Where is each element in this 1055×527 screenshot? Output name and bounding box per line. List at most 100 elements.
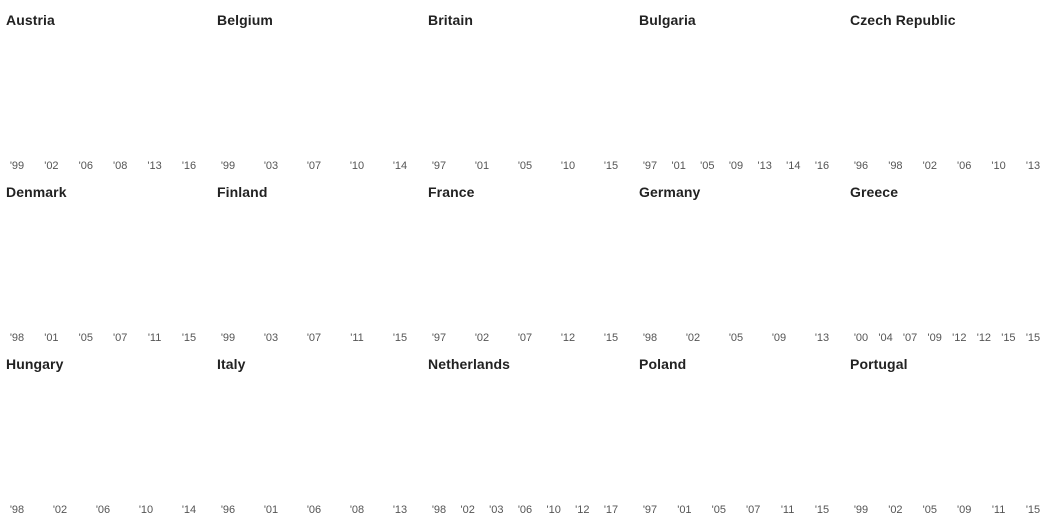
x-tick-label: '11 — [781, 504, 795, 516]
chart-title: Greece — [850, 184, 899, 200]
x-tick-label: '15 — [1001, 332, 1015, 344]
chart-plot: '00 '04 '07 '09 '12 '12 '15 '15 — [854, 332, 1040, 344]
x-tick-label: '11 — [350, 332, 364, 344]
chart-title: Netherlands — [428, 356, 511, 372]
x-tick-label: '17 — [604, 504, 618, 516]
x-tick-label: '15 — [604, 332, 618, 344]
x-tick-label: '14 — [786, 160, 800, 172]
x-tick-label: '02 — [686, 332, 700, 344]
x-tick-label: '05 — [923, 504, 937, 516]
x-tick-label: '15 — [604, 160, 618, 172]
chart-title: Finland — [217, 184, 268, 200]
x-tick-label: '99 — [854, 504, 868, 516]
chart-panel: '97 '01 '05 '09 '13 '14 '16 Bulgaria — [633, 0, 844, 172]
x-tick-label: '11 — [992, 504, 1006, 516]
x-tick-label: '11 — [148, 332, 162, 344]
x-tick-label: '04 — [878, 332, 892, 344]
x-tick-label: '15 — [393, 332, 407, 344]
chart-plot: '99 '02 '05 '09 '11 '15 — [854, 504, 1040, 516]
chart-plot: '98 '01 '05 '07 '11 '15 — [10, 332, 196, 344]
x-tick-label: '05 — [729, 332, 743, 344]
x-tick-label: '97 — [643, 504, 657, 516]
x-tick-label: '06 — [518, 504, 532, 516]
x-tick-label: '98 — [888, 160, 902, 172]
x-tick-label: '10 — [350, 160, 364, 172]
x-tick-label: '12 — [561, 332, 575, 344]
x-tick-label: '98 — [432, 504, 446, 516]
chart-title: Italy — [217, 356, 246, 372]
chart-panel: '98 '02 '03 '06 '10 '12 '17 Netherlands — [422, 344, 633, 516]
x-tick-label: '10 — [561, 160, 575, 172]
chart-plot: '97 '01 '05 '10 '15 — [432, 160, 618, 172]
x-tick-label: '00 — [854, 332, 868, 344]
chart-title: Bulgaria — [639, 12, 696, 28]
x-tick-label: '12 — [575, 504, 589, 516]
x-tick-label: '96 — [854, 160, 868, 172]
x-tick-label: '08 — [113, 160, 127, 172]
chart-panel: '96 '01 '06 '08 '13 Italy — [211, 344, 422, 516]
chart-plot: '96 '01 '06 '08 '13 — [221, 504, 407, 516]
x-tick-label: '10 — [547, 504, 561, 516]
x-tick-label: '14 — [182, 504, 196, 516]
chart-plot: '97 '02 '07 '12 '15 — [432, 332, 618, 344]
x-tick-label: '09 — [928, 332, 942, 344]
x-tick-label: '13 — [815, 332, 829, 344]
chart-panel: '97 '02 '07 '12 '15 France — [422, 172, 633, 344]
x-tick-label: '09 — [729, 160, 743, 172]
chart-panel: '98 '02 '05 '09 '13 Germany — [633, 172, 844, 344]
x-tick-label: '98 — [10, 504, 24, 516]
chart-title: Portugal — [850, 356, 908, 372]
x-tick-label: '16 — [182, 160, 196, 172]
chart-title: Hungary — [6, 356, 64, 372]
x-tick-label: '14 — [393, 160, 407, 172]
x-tick-label: '03 — [489, 504, 503, 516]
x-tick-label: '99 — [221, 332, 235, 344]
chart-panel: '97 '01 '05 '07 '11 '15 Poland — [633, 344, 844, 516]
x-tick-label: '13 — [393, 504, 407, 516]
chart-panel: '99 '03 '07 '10 '14 Belgium — [211, 0, 422, 172]
x-tick-label: '02 — [461, 504, 475, 516]
x-tick-label: '05 — [712, 504, 726, 516]
chart-plot: '99 '02 '06 '08 '13 '16 — [10, 160, 196, 172]
chart-title: Germany — [639, 184, 701, 200]
x-tick-label: '98 — [10, 332, 24, 344]
x-tick-label: '05 — [518, 160, 532, 172]
chart-panel: '99 '02 '05 '09 '11 '15 Portugal — [844, 344, 1055, 516]
x-tick-label: '01 — [672, 160, 686, 172]
x-tick-label: '05 — [700, 160, 714, 172]
x-tick-label: '97 — [432, 160, 446, 172]
chart-plot: '97 '01 '05 '07 '11 '15 — [643, 504, 829, 516]
x-tick-label: '06 — [307, 504, 321, 516]
x-tick-label: '09 — [772, 332, 786, 344]
chart-plot: '97 '01 '05 '09 '13 '14 '16 — [643, 160, 829, 172]
x-tick-label: '02 — [888, 504, 902, 516]
x-tick-label: '09 — [957, 504, 971, 516]
chart-panel: '98 '01 '05 '07 '11 '15 Denmark — [0, 172, 211, 344]
x-tick-label: '15 — [815, 504, 829, 516]
x-tick-label: '05 — [79, 332, 93, 344]
chart-title: France — [428, 184, 475, 200]
x-tick-label: '01 — [264, 504, 278, 516]
chart-title: Austria — [6, 12, 55, 28]
x-tick-label: '07 — [903, 332, 917, 344]
x-tick-label: '02 — [923, 160, 937, 172]
x-tick-label: '01 — [44, 332, 58, 344]
x-tick-label: '97 — [643, 160, 657, 172]
x-tick-label: '06 — [79, 160, 93, 172]
x-tick-label: '96 — [221, 504, 235, 516]
x-tick-label: '99 — [221, 160, 235, 172]
x-tick-label: '06 — [957, 160, 971, 172]
x-tick-label: '07 — [307, 160, 321, 172]
x-tick-label: '02 — [475, 332, 489, 344]
x-tick-label: '06 — [96, 504, 110, 516]
chart-title: Czech Republic — [850, 12, 956, 28]
x-tick-label: '07 — [307, 332, 321, 344]
x-tick-label: '15 — [182, 332, 196, 344]
x-tick-label: '99 — [10, 160, 24, 172]
chart-panel: '99 '03 '07 '11 '15 Finland — [211, 172, 422, 344]
x-tick-label: '98 — [643, 332, 657, 344]
x-tick-label: '16 — [815, 160, 829, 172]
x-tick-label: '02 — [53, 504, 67, 516]
x-tick-label: '15 — [1026, 504, 1040, 516]
